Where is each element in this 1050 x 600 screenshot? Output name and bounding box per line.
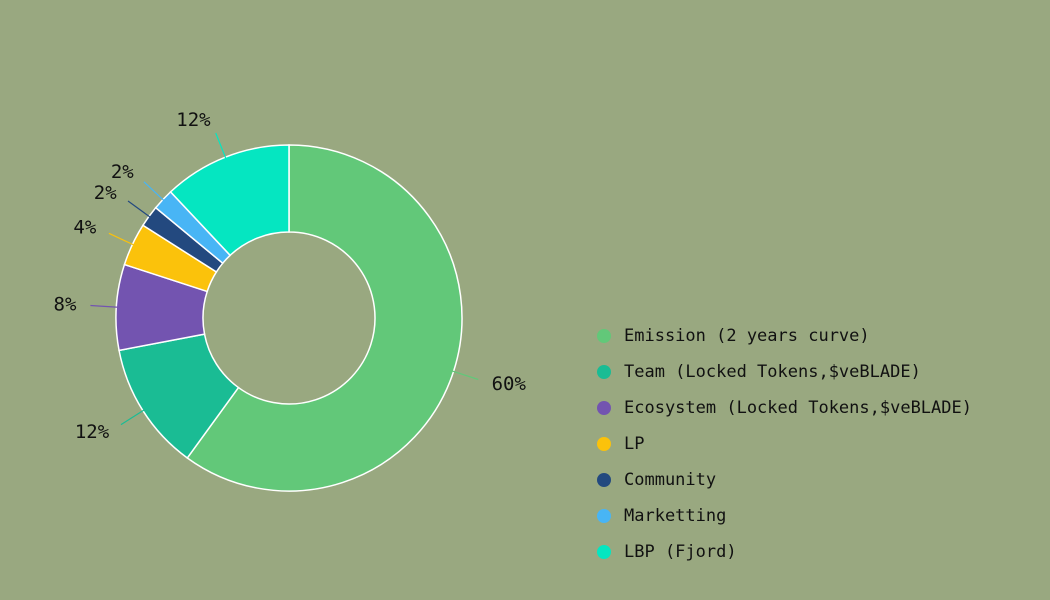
legend-item-lbp-fjord[interactable]: LBP (Fjord) xyxy=(597,534,972,570)
legend-label: Marketting xyxy=(624,506,727,526)
leader-line-lp xyxy=(108,232,135,246)
legend-label: Community xyxy=(624,470,717,490)
legend-label: LBP (Fjord) xyxy=(624,542,737,562)
legend-item-community[interactable]: Community xyxy=(597,462,972,498)
data-label-emission-2-years-curve: 60% xyxy=(492,373,527,395)
legend-swatch xyxy=(597,509,611,523)
legend-item-emission-2-years-curve[interactable]: Emission (2 years curve) xyxy=(597,318,972,354)
legend-item-marketting[interactable]: Marketting xyxy=(597,498,972,534)
legend-item-team-locked-tokens-veblade[interactable]: Team (Locked Tokens,$veBLADE) xyxy=(597,354,972,390)
data-label-ecosystem-locked-tokens-veblade: 8% xyxy=(54,294,77,316)
legend-item-ecosystem-locked-tokens-veblade[interactable]: Ecosystem (Locked Tokens,$veBLADE) xyxy=(597,390,972,426)
data-label-community: 2% xyxy=(94,182,117,204)
legend-label: Team (Locked Tokens,$veBLADE) xyxy=(624,362,921,382)
leader-line-marketting xyxy=(143,181,165,202)
legend-item-lp[interactable]: LP xyxy=(597,426,972,462)
data-label-team-locked-tokens-veblade: 12% xyxy=(75,421,110,443)
leader-line-ecosystem-locked-tokens-veblade xyxy=(90,304,119,308)
legend-swatch xyxy=(597,545,611,559)
leader-line-team-locked-tokens-veblade xyxy=(120,409,145,426)
leader-line-community xyxy=(127,200,152,218)
legend-swatch xyxy=(597,329,611,343)
data-label-lbp-fjord: 12% xyxy=(176,109,211,131)
leader-line-lbp-fjord xyxy=(215,132,227,160)
legend-label: Emission (2 years curve) xyxy=(624,326,870,346)
legend-swatch xyxy=(597,401,611,415)
legend-swatch xyxy=(597,365,611,379)
chart-legend: Emission (2 years curve) Team (Locked Tok… xyxy=(597,318,972,570)
data-label-marketting: 2% xyxy=(111,161,134,183)
legend-swatch xyxy=(597,437,611,451)
legend-label: LP xyxy=(624,434,645,454)
legend-swatch xyxy=(597,473,611,487)
legend-label: Ecosystem (Locked Tokens,$veBLADE) xyxy=(624,398,972,418)
donut-slice-lbp-fjord[interactable] xyxy=(169,144,290,257)
leader-line-emission-2-years-curve xyxy=(451,370,479,381)
donut-slice-emission-2-years-curve[interactable] xyxy=(186,144,463,492)
data-label-lp: 4% xyxy=(73,216,96,238)
